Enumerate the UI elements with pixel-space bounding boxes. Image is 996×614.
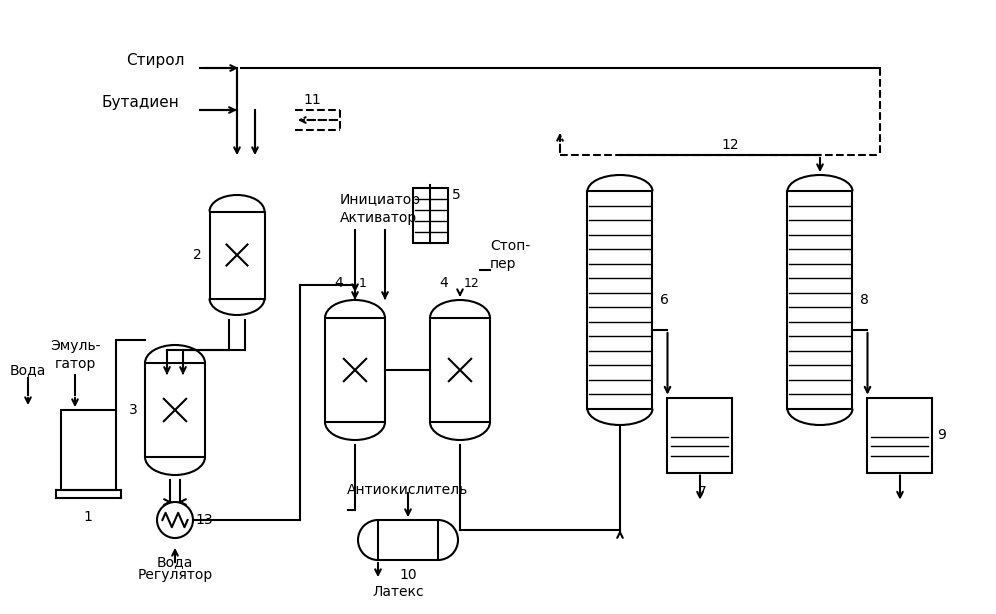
Text: Бутадиен: Бутадиен — [102, 95, 179, 109]
Text: 12: 12 — [721, 138, 739, 152]
Text: Антиокислитель: Антиокислитель — [347, 483, 468, 497]
Bar — [588, 191, 652, 409]
Text: 8: 8 — [861, 293, 870, 307]
Text: 4: 4 — [439, 276, 448, 290]
Text: 3: 3 — [128, 403, 137, 417]
Bar — [61, 410, 116, 490]
Text: 10: 10 — [399, 568, 416, 582]
Text: Стирол: Стирол — [125, 53, 184, 68]
Bar — [868, 397, 932, 473]
Bar — [412, 187, 447, 243]
Bar — [667, 397, 732, 473]
Text: Регулятор: Регулятор — [137, 568, 212, 582]
Text: Вода: Вода — [156, 555, 193, 569]
Bar — [209, 211, 265, 298]
Text: 1: 1 — [84, 510, 93, 524]
Bar — [430, 318, 490, 422]
Text: 7: 7 — [697, 484, 706, 499]
Text: Латекс: Латекс — [373, 585, 424, 599]
Text: Стоп-
пер: Стоп- пер — [490, 239, 530, 271]
Text: 2: 2 — [193, 248, 202, 262]
Text: 6: 6 — [660, 293, 669, 307]
Text: 1: 1 — [359, 277, 367, 290]
Bar — [325, 318, 385, 422]
Bar — [788, 191, 853, 409]
Text: Вода: Вода — [10, 363, 46, 377]
Bar — [145, 363, 205, 457]
Text: 13: 13 — [195, 513, 212, 527]
Text: Активатор: Активатор — [340, 211, 417, 225]
Text: 5: 5 — [451, 187, 460, 201]
Text: 11: 11 — [303, 93, 321, 107]
Text: 4: 4 — [335, 276, 343, 290]
Text: Инициатор: Инициатор — [340, 193, 421, 207]
Text: 9: 9 — [937, 428, 946, 442]
Text: 12: 12 — [464, 277, 480, 290]
Text: Эмуль-
гатор: Эмуль- гатор — [50, 340, 101, 371]
Bar — [378, 520, 438, 560]
